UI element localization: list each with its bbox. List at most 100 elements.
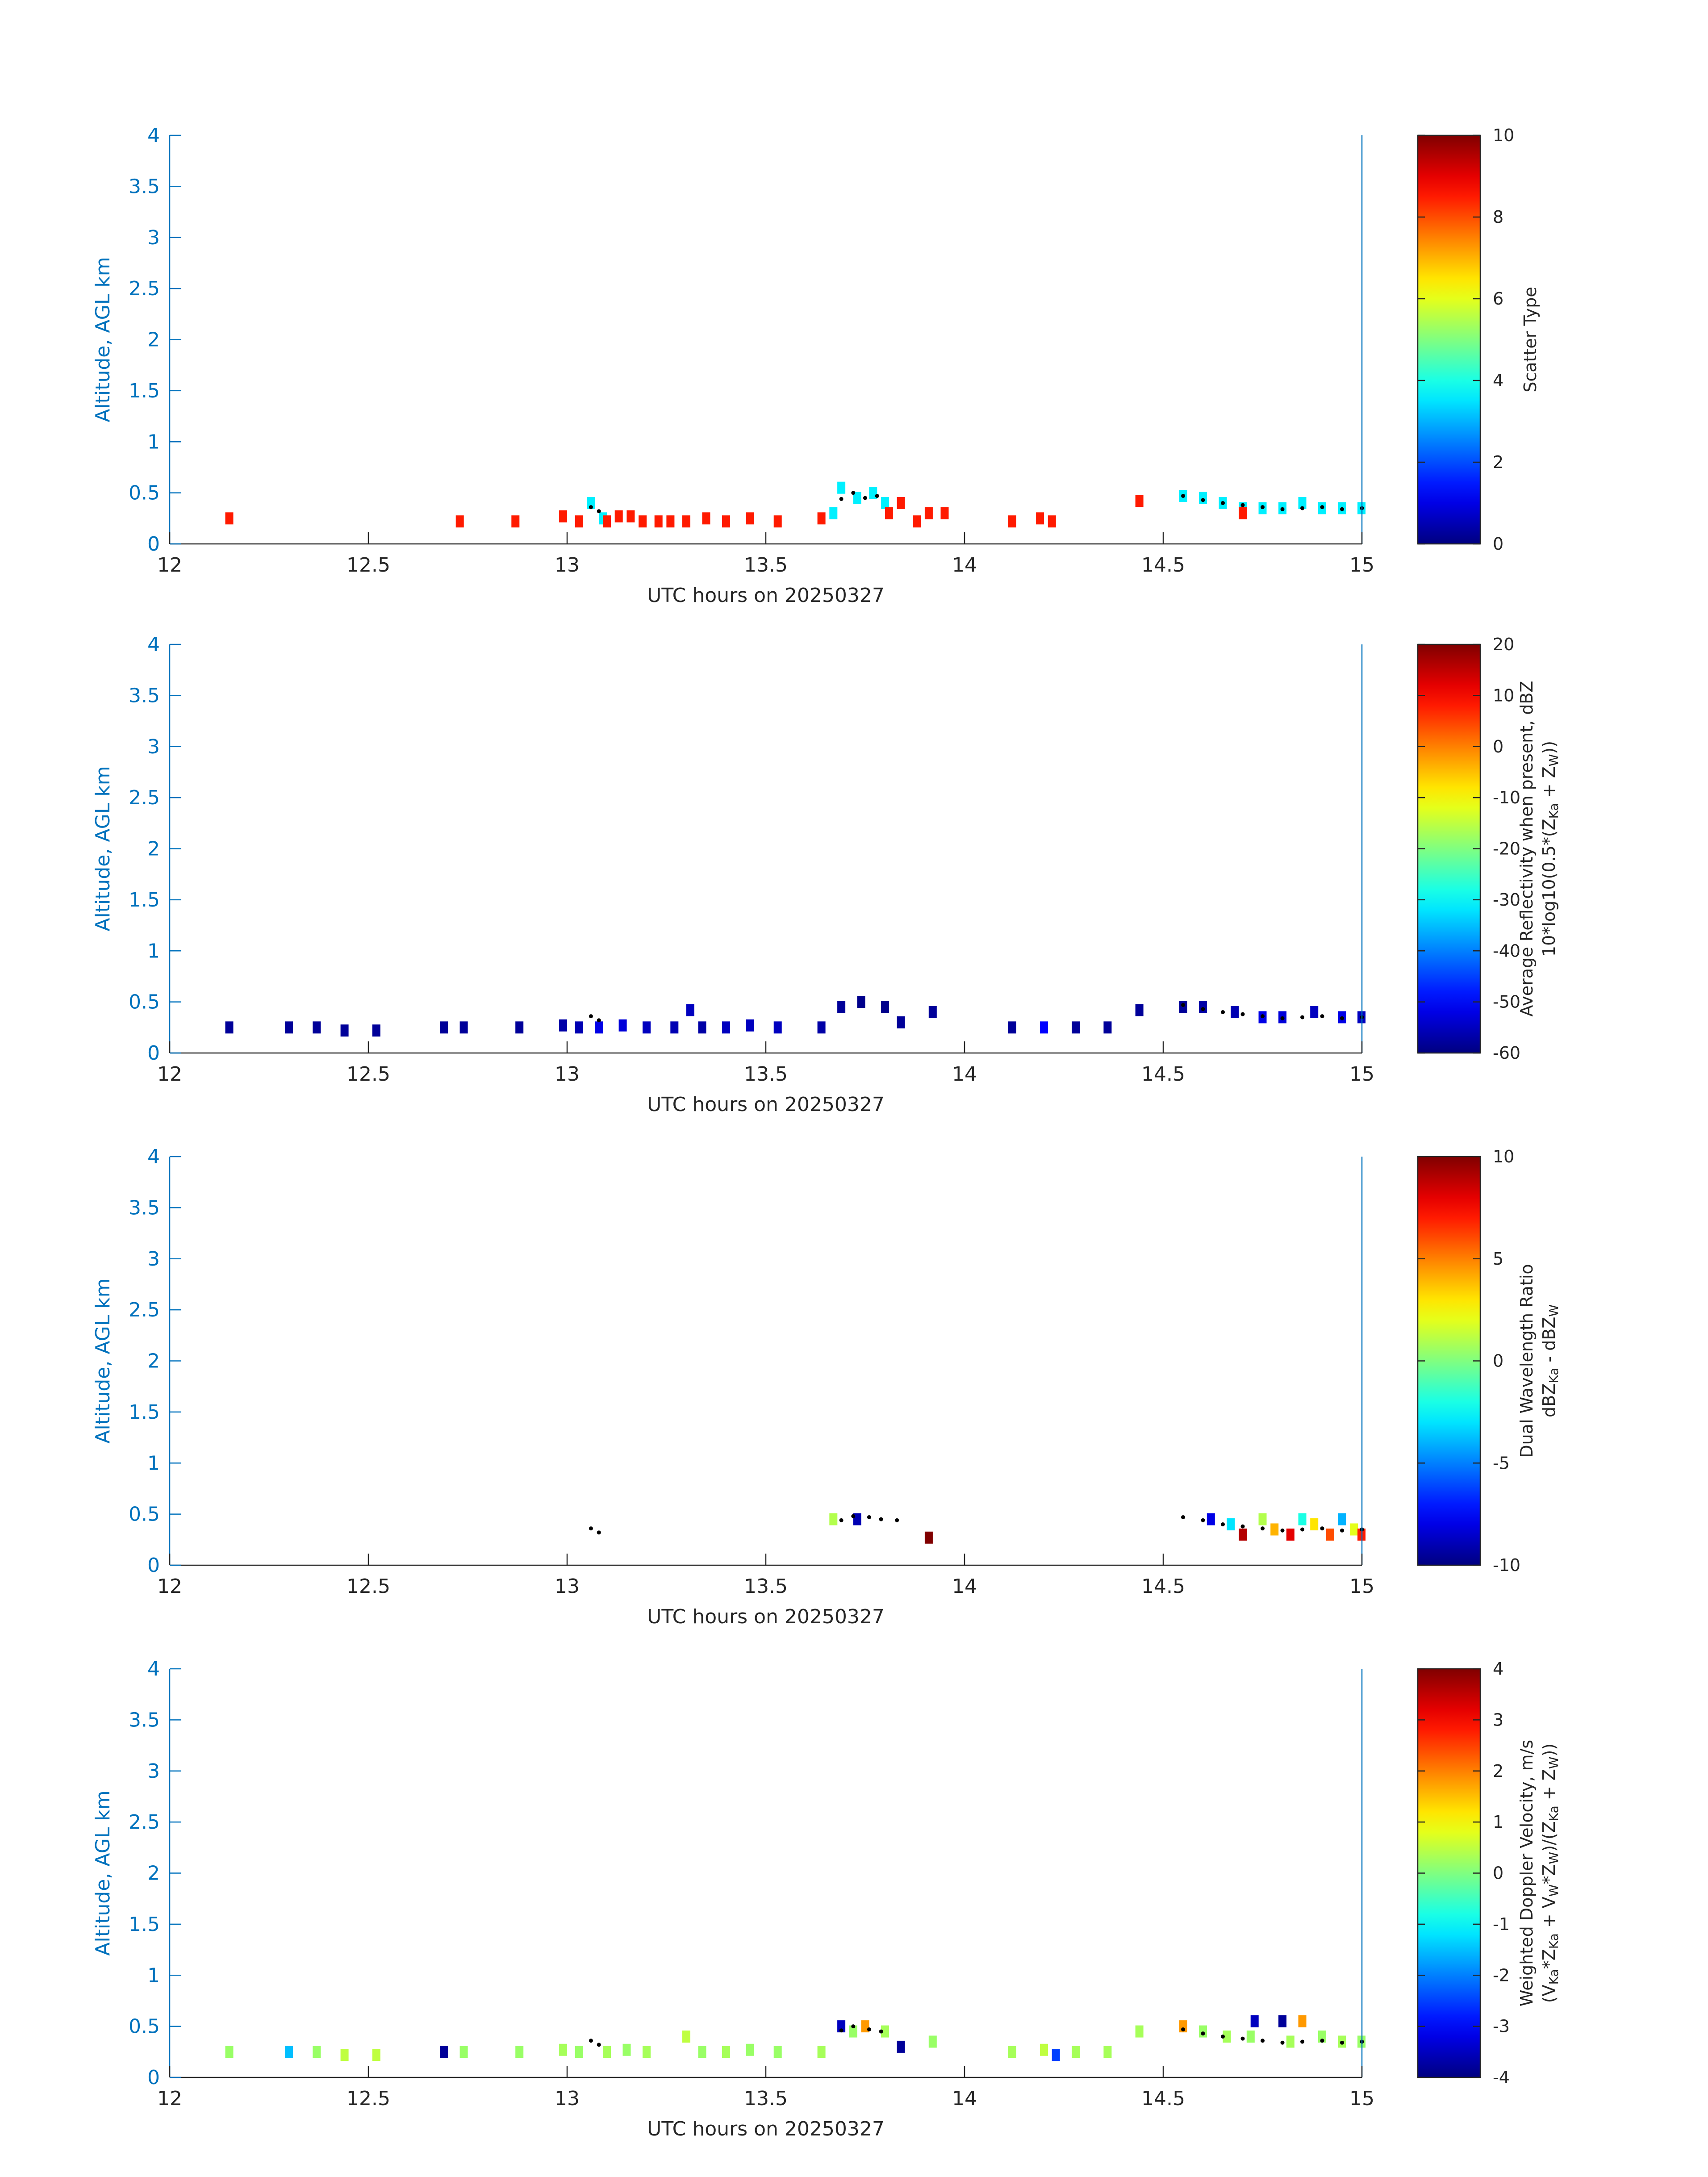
overlay-dots	[589, 1003, 1364, 1023]
heatmap-cell	[1338, 1513, 1346, 1525]
heatmap-cell	[1008, 2046, 1016, 2058]
heatmap-cell	[1199, 1001, 1207, 1013]
overlay-dot	[1240, 503, 1245, 507]
overlay-dot	[851, 1514, 856, 1518]
overlay-dot	[1201, 1518, 1205, 1522]
y-tick-label: 2	[147, 838, 160, 861]
colorbar-tick-label: -5	[1493, 1453, 1510, 1473]
heatmap-cell	[459, 1021, 468, 1034]
panel-3: 0 0.5 1 1.5 2 2.5 3 3.5 4 12 12.5 13 13.5 14 14.5 15 UTC…	[92, 1145, 1561, 1628]
y-tick-label: 1.5	[129, 1913, 160, 1936]
y-axis-label: Altitude, AGL km	[92, 257, 114, 422]
overlay-dot	[1181, 2027, 1185, 2031]
colorbar-tick-label: 4	[1493, 1659, 1503, 1679]
colorbar-tick-label: 5	[1493, 1249, 1503, 1269]
heatmap-cell	[559, 510, 568, 522]
heatmap-cell	[1179, 1001, 1187, 1013]
x-tick-label: 12.5	[347, 1575, 390, 1598]
heatmap-cell	[897, 1016, 905, 1028]
overlay-dot	[851, 2024, 856, 2029]
y-tick-label: 4	[147, 1145, 160, 1168]
colorbar-tick-label: 10	[1493, 1147, 1514, 1166]
overlay-dot	[1261, 505, 1265, 510]
colorbar-label-line: (VKa*ZKa + VW*ZW)/(ZKa + ZW))	[1539, 1743, 1561, 2003]
overlay-dot	[863, 496, 867, 500]
overlay-dot	[597, 1018, 601, 1023]
heatmap-cell	[643, 2046, 651, 2058]
heatmap-cell	[881, 497, 889, 509]
heatmap-cell	[1052, 2049, 1060, 2061]
colorbar-tick-label: 6	[1493, 289, 1503, 309]
y-tick-label: 2.5	[129, 786, 160, 809]
x-tick-label: 13.5	[744, 554, 788, 577]
heatmap-cell	[773, 1021, 782, 1034]
heatmap-cell	[1036, 512, 1044, 525]
colorbar-tick-label: -60	[1493, 1043, 1520, 1063]
x-tick-label: 12	[157, 1575, 182, 1598]
colorbar-tick-label: -20	[1493, 839, 1520, 859]
heatmap-cell	[285, 1021, 293, 1034]
heatmap-cell	[1270, 1523, 1279, 1536]
overlay-dot	[1181, 1515, 1185, 1519]
heatmap-cell	[773, 2046, 782, 2058]
colorbar-tick-label: 20	[1493, 635, 1514, 654]
colorbar-tick-label: -2	[1493, 1965, 1510, 1985]
overlay-dot	[1340, 1528, 1344, 1533]
heatmap-cell	[626, 510, 635, 522]
x-tick-label: 12.5	[347, 554, 390, 577]
heatmap-cell	[1310, 1518, 1319, 1530]
heatmap-cell	[225, 512, 234, 525]
overlay-dot	[867, 2027, 871, 2031]
overlay-dot	[1201, 2031, 1205, 2036]
overlay-dots	[589, 1514, 1364, 1535]
overlay-dot	[1300, 506, 1304, 510]
heatmap-cell	[1318, 2031, 1326, 2043]
heatmap-cell	[817, 1021, 826, 1034]
heatmap-cell	[459, 2046, 468, 2058]
y-tick-label: 4	[147, 1658, 160, 1680]
heatmap-cell	[603, 515, 611, 528]
colorbar: -60 -50 -40 -30 -20 -10 0 10 20 Average Reflectiv…	[1417, 635, 1561, 1063]
heatmap-cell	[1286, 1528, 1295, 1541]
heatmap-cell	[643, 1021, 651, 1034]
overlay-dot	[1300, 2039, 1304, 2044]
colorbar-label-line: Scatter Type	[1520, 287, 1540, 392]
heatmap-cell	[924, 1531, 933, 1544]
heatmap-cell	[1199, 492, 1207, 504]
heatmap-cell	[837, 2020, 846, 2033]
overlay-dot	[597, 1530, 601, 1535]
overlay-dot	[589, 1014, 593, 1019]
heatmap-cell	[1298, 1513, 1307, 1525]
colorbar-tick-label: 10	[1493, 685, 1514, 705]
y-tick-label: 3	[147, 1248, 160, 1270]
heatmap-cell	[670, 1021, 679, 1034]
overlay-dot	[895, 1518, 899, 1522]
overlay-dot	[875, 493, 879, 498]
y-tick-label: 4	[147, 124, 160, 147]
overlay-dot	[839, 2028, 844, 2033]
heatmap-cell	[515, 2046, 524, 2058]
colorbar-label: Weighted Doppler Velocity, m/s (VKa*ZKa +…	[1517, 1740, 1561, 2006]
overlay-dot	[1221, 1522, 1225, 1526]
heatmap-cell	[1350, 1523, 1358, 1536]
overlay-dot	[597, 2043, 601, 2047]
y-tick-label: 2	[147, 1350, 160, 1373]
heatmap-cell	[1048, 515, 1056, 528]
x-axis-label: UTC hours on 20250327	[647, 584, 885, 607]
colorbar-tick-label: -1	[1493, 1914, 1510, 1934]
heatmap-cell	[682, 515, 690, 528]
colorbar-label-line: Dual Wavelength Ratio	[1517, 1264, 1537, 1458]
overlay-dot	[1181, 493, 1185, 498]
heatmap-cell	[837, 481, 846, 494]
x-axis-label: UTC hours on 20250327	[647, 1605, 885, 1628]
x-tick-label: 12	[157, 554, 182, 577]
heatmap-cell	[746, 512, 754, 525]
overlay-dot	[589, 505, 593, 510]
colorbar-tick-label: 0	[1493, 534, 1503, 554]
heatmap-cell	[897, 2040, 905, 2053]
heatmap-cell	[722, 2046, 730, 2058]
heatmap-cells	[225, 996, 1366, 1037]
panel-2: 0 0.5 1 1.5 2 2.5 3 3.5 4 12 12.5 13 13.5 14 14.5 15 UTC…	[92, 633, 1561, 1116]
heatmap-cell	[1310, 1006, 1319, 1018]
